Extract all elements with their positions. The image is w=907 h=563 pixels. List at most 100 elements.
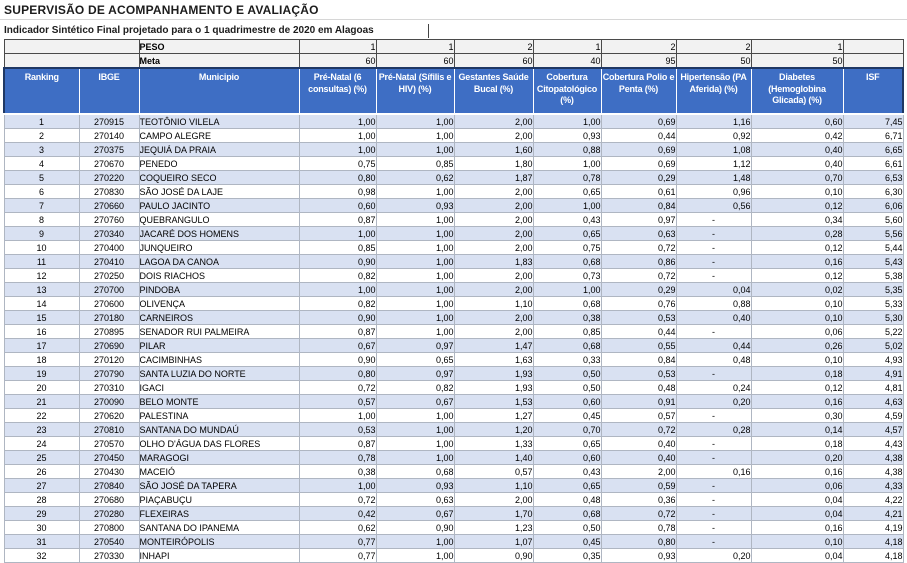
indicator-cell[interactable]: 0,60	[532, 394, 602, 409]
indicator-cell[interactable]: 2,00	[453, 113, 534, 129]
ibge-cell[interactable]: 270450	[78, 450, 140, 465]
indicator-cell[interactable]: -	[675, 408, 752, 423]
indicator-cell[interactable]: 0,16	[675, 464, 752, 479]
municipio-cell[interactable]: SENADOR RUI PALMEIRA	[138, 324, 300, 339]
indicator-cell[interactable]: 0,29	[600, 170, 677, 185]
indicator-cell[interactable]: 0,65	[532, 436, 602, 451]
municipio-cell[interactable]: BELO MONTE	[138, 394, 300, 409]
ranking-cell[interactable]: 13	[3, 282, 80, 297]
municipio-cell[interactable]: SANTA LUZIA DO NORTE	[138, 366, 300, 381]
indicator-cell[interactable]: 1,33	[453, 436, 534, 451]
indicator-cell[interactable]: 0,75	[298, 156, 377, 171]
indicator-cell[interactable]: 1,00	[375, 296, 455, 311]
indicator-cell[interactable]: 1,00	[532, 156, 602, 171]
ranking-cell[interactable]: 10	[3, 240, 80, 255]
indicator-cell[interactable]: 0,50	[532, 380, 602, 395]
meta-value-cell-2[interactable]: 60	[375, 53, 455, 69]
indicator-cell[interactable]: 0,72	[600, 268, 677, 283]
indicator-cell[interactable]: 0,40	[600, 436, 677, 451]
indicator-cell[interactable]: 2,00	[453, 198, 534, 213]
indicator-cell[interactable]: 1,07	[453, 534, 534, 549]
indicator-cell[interactable]: 0,42	[298, 506, 377, 521]
indicator-cell[interactable]: 0,70	[532, 422, 602, 437]
isf-cell[interactable]: 4,91	[842, 366, 904, 381]
isf-cell[interactable]: 4,93	[842, 352, 904, 367]
indicator-cell[interactable]: -	[675, 268, 752, 283]
indicator-cell[interactable]: 0,97	[600, 212, 677, 227]
indicator-cell[interactable]: -	[675, 324, 752, 339]
indicator-cell[interactable]: 1,87	[453, 170, 534, 185]
municipio-cell[interactable]: SANTANA DO MUNDAÚ	[138, 422, 300, 437]
isf-cell[interactable]: 4,18	[842, 534, 904, 549]
indicator-cell[interactable]: 0,93	[375, 198, 455, 213]
indicator-cell[interactable]: 2,00	[453, 240, 534, 255]
isf-cell[interactable]: 4,59	[842, 408, 904, 423]
column-header-diabetes-hemoglobina-glicada[interactable]: Diabetes (Hemoglobina Glicada) (%)	[751, 67, 844, 115]
municipio-cell[interactable]: PIAÇABUÇU	[138, 492, 300, 507]
column-header-cobertura-polio-e-penta[interactable]: Cobertura Polio e Penta (%)	[601, 67, 677, 115]
ranking-cell[interactable]: 2	[3, 128, 80, 143]
ibge-cell[interactable]: 270120	[78, 352, 140, 367]
isf-cell[interactable]: 5,22	[842, 324, 904, 339]
indicator-cell[interactable]: 1,00	[375, 282, 455, 297]
indicator-cell[interactable]: 0,65	[532, 184, 602, 199]
municipio-cell[interactable]: COQUEIRO SECO	[138, 170, 300, 185]
indicator-cell[interactable]: 0,78	[600, 520, 677, 535]
indicator-cell[interactable]: 1,20	[453, 422, 534, 437]
meta-isf-empty-cell[interactable]	[842, 53, 904, 69]
ibge-cell[interactable]: 270180	[78, 310, 140, 325]
municipio-cell[interactable]: FLEXEIRAS	[138, 506, 300, 521]
meta-value-cell-4[interactable]: 40	[532, 53, 602, 69]
municipio-cell[interactable]: PENEDO	[138, 156, 300, 171]
indicator-cell[interactable]: 0,68	[532, 338, 602, 353]
ranking-cell[interactable]: 26	[3, 464, 80, 479]
municipio-cell[interactable]: IGACI	[138, 380, 300, 395]
indicator-cell[interactable]: 2,00	[453, 282, 534, 297]
ranking-cell[interactable]: 23	[3, 422, 80, 437]
indicator-cell[interactable]: 0,77	[298, 548, 377, 563]
municipio-cell[interactable]: CARNEIROS	[138, 310, 300, 325]
ibge-cell[interactable]: 270400	[78, 240, 140, 255]
indicator-cell[interactable]: 1,10	[453, 478, 534, 493]
indicator-cell[interactable]: 0,63	[600, 226, 677, 241]
indicator-cell[interactable]: 0,67	[375, 394, 455, 409]
ibge-cell[interactable]: 270220	[78, 170, 140, 185]
indicator-cell[interactable]: 0,90	[298, 352, 377, 367]
indicator-cell[interactable]: 0,57	[298, 394, 377, 409]
indicator-cell[interactable]: 0,20	[675, 548, 752, 563]
indicator-cell[interactable]: 0,20	[675, 394, 752, 409]
isf-cell[interactable]: 5,56	[842, 226, 904, 241]
municipio-cell[interactable]: CACIMBINHAS	[138, 352, 300, 367]
indicator-cell[interactable]: 0,26	[750, 338, 844, 353]
indicator-cell[interactable]: 1,00	[298, 478, 377, 493]
ranking-cell[interactable]: 20	[3, 380, 80, 395]
indicator-cell[interactable]: 0,12	[750, 380, 844, 395]
isf-cell[interactable]: 6,65	[842, 142, 904, 157]
indicator-cell[interactable]: 0,70	[750, 170, 844, 185]
indicator-cell[interactable]: 0,42	[750, 128, 844, 143]
municipio-cell[interactable]: MACEIÓ	[138, 464, 300, 479]
indicator-cell[interactable]: 0,90	[375, 520, 455, 535]
ranking-cell[interactable]: 17	[3, 338, 80, 353]
indicator-cell[interactable]: 1,00	[298, 142, 377, 157]
indicator-cell[interactable]: -	[675, 240, 752, 255]
meta-empty-cell[interactable]	[3, 53, 140, 69]
indicator-cell[interactable]: 0,87	[298, 212, 377, 227]
municipio-cell[interactable]: MARAGOGI	[138, 450, 300, 465]
indicator-cell[interactable]: 0,61	[600, 184, 677, 199]
municipio-cell[interactable]: DOIS RIACHOS	[138, 268, 300, 283]
indicator-cell[interactable]: 0,86	[600, 254, 677, 269]
ranking-cell[interactable]: 9	[3, 226, 80, 241]
indicator-cell[interactable]: 0,93	[532, 128, 602, 143]
indicator-cell[interactable]: 0,48	[600, 380, 677, 395]
isf-cell[interactable]: 5,30	[842, 310, 904, 325]
indicator-cell[interactable]: 0,67	[298, 338, 377, 353]
indicator-cell[interactable]: 0,90	[298, 254, 377, 269]
indicator-cell[interactable]: 0,33	[532, 352, 602, 367]
indicator-cell[interactable]: 0,55	[600, 338, 677, 353]
isf-cell[interactable]: 4,18	[842, 548, 904, 563]
ranking-cell[interactable]: 32	[3, 548, 80, 563]
indicator-cell[interactable]: 0,04	[750, 548, 844, 563]
municipio-cell[interactable]: LAGOA DA CANOA	[138, 254, 300, 269]
isf-cell[interactable]: 6,71	[842, 128, 904, 143]
